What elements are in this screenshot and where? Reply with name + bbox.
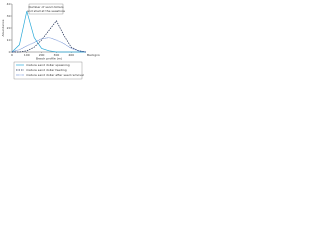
page: {"chart_data":{"type":"line", "annotatio… [0,0,105,81]
x-tick-label: 0 [11,53,13,57]
legend-label: mature sand dollar spawning [26,63,70,67]
x-tick-label: 200 [39,53,45,57]
right-label: Background [87,53,100,57]
x-tick-label: 300 [54,53,60,57]
x-tick-label: 400 [68,53,74,57]
legend-box [13,61,83,80]
line [11,37,87,53]
y-tick-label: 30 [7,14,11,18]
y-tick-label: 10 [7,38,11,42]
y-tick-label: 0 [9,50,11,54]
y-axis-label: Abundance [1,19,5,36]
line [12,20,87,53]
annotation: Number of sand dollars [28,5,63,9]
legend-label: mature sand dollar feeding [26,68,67,72]
y-tick-label: 20 [7,26,11,30]
annotation-box [28,3,64,15]
x-tick-label: 100 [24,53,30,57]
legend-label: mature sand dollar after seed removal [26,73,84,77]
line [11,11,86,53]
y-tick-label: 40 [7,2,11,6]
annotation: and shell at the seashore [27,9,65,13]
x-axis-label: Beach profile (m) [36,57,62,61]
